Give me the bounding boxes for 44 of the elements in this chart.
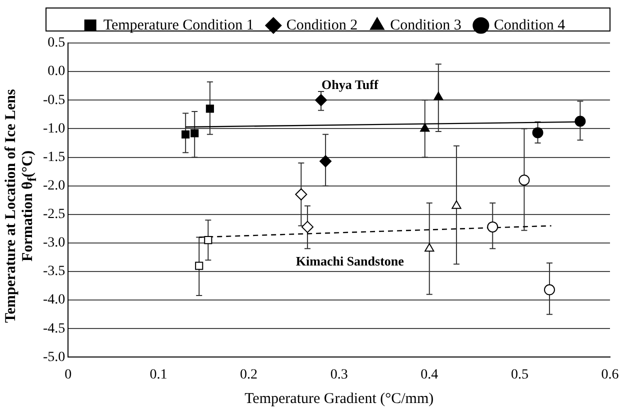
- point: [420, 123, 430, 132]
- y-tick-label: -4.5: [42, 321, 66, 336]
- y-tick-label: -5.0: [42, 350, 66, 365]
- y-tick-label: -3.0: [42, 236, 66, 251]
- legend-label: Temperature Condition 1: [103, 17, 254, 34]
- point: [204, 236, 212, 244]
- y-tick-label: 0.0: [48, 64, 66, 80]
- point: [544, 284, 555, 296]
- point: [424, 243, 434, 252]
- point: [518, 174, 530, 186]
- point: [301, 220, 314, 233]
- x-tick-label: 0.6: [601, 367, 619, 382]
- x-tick-label: 0.4: [420, 367, 438, 382]
- point: [182, 130, 190, 138]
- annotation: Kimachi Sandstone: [296, 254, 404, 269]
- y-tick-label: -4.0: [42, 292, 66, 308]
- point: [487, 221, 498, 232]
- x-tick-label: 0.2: [240, 367, 258, 382]
- annotation: Ohya Tuff: [322, 76, 379, 92]
- legend-label: Condition 3: [390, 17, 462, 34]
- x-tick-label: 0.1: [150, 367, 168, 382]
- point: [195, 262, 204, 270]
- x-axis-title: Temperature Gradient (°C/mm): [244, 390, 434, 407]
- point: [452, 200, 462, 209]
- y-tick-label: -3.5: [42, 264, 66, 280]
- point: [434, 92, 444, 100]
- x-tick-label: 0: [64, 367, 72, 382]
- x-tick-label: 0.5: [510, 367, 528, 382]
- point: [315, 94, 328, 106]
- legend-label: Condition 2: [286, 17, 358, 34]
- point: [532, 127, 544, 138]
- y-tick-label: -1.0: [42, 121, 66, 136]
- y-tick-label: -2.0: [42, 178, 66, 194]
- point: [190, 129, 199, 138]
- x-tick-label: 0.3: [330, 367, 348, 382]
- point: [295, 188, 308, 200]
- y-tick-label: -1.5: [42, 150, 66, 165]
- point: [320, 155, 332, 168]
- y-tick-label: -2.5: [42, 207, 66, 222]
- y-tick-label: 0.5: [48, 36, 66, 51]
- point: [574, 116, 586, 127]
- point: [206, 104, 214, 113]
- y-tick-label: -0.5: [42, 92, 66, 108]
- legend-label: Condition 4: [494, 17, 566, 34]
